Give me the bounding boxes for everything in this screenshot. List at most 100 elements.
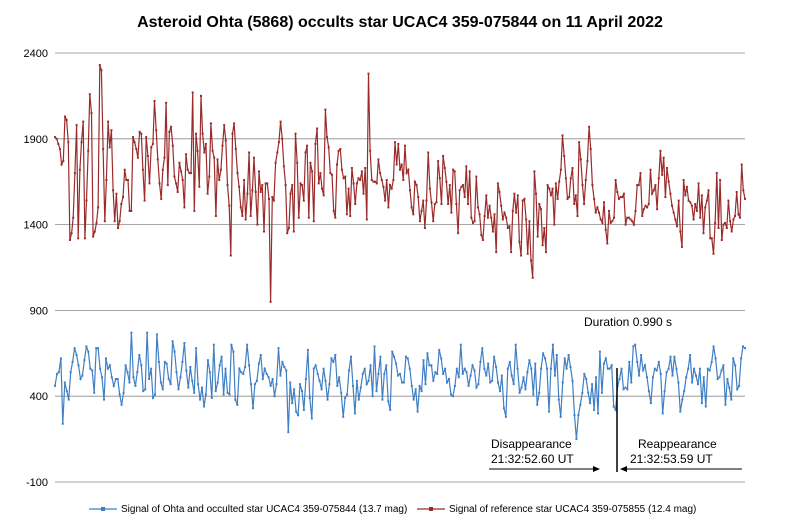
data-point-occulted-star (136, 371, 139, 374)
data-point-reference-star (92, 235, 95, 238)
data-point-reference-star (107, 120, 110, 123)
data-point-reference-star (214, 215, 217, 217)
data-point-reference-star (412, 213, 415, 216)
data-point-reference-star (100, 69, 103, 72)
data-point-occulted-star (671, 374, 674, 377)
data-point-occulted-star (232, 350, 235, 353)
data-point-reference-star (722, 223, 725, 226)
data-point-occulted-star (502, 407, 505, 410)
data-point-reference-star (153, 100, 156, 102)
data-point-reference-star (742, 189, 745, 192)
data-point-reference-star (644, 204, 647, 207)
data-point-reference-star (493, 213, 496, 216)
data-point-occulted-star (159, 381, 162, 384)
legend-entry-occulted-star: Signal of Ohta and occulted star UCAC4 3… (89, 504, 407, 515)
data-point-reference-star (350, 167, 353, 169)
data-point-occulted-star (165, 362, 168, 365)
data-point-occulted-star (173, 350, 176, 353)
data-point-reference-star (282, 165, 285, 168)
data-point-reference-star (558, 180, 561, 183)
data-point-reference-star (546, 184, 549, 187)
data-point-occulted-star (649, 402, 652, 405)
data-point-occulted-star (338, 376, 341, 379)
data-point-reference-star (286, 232, 289, 235)
data-point-occulted-star (63, 381, 66, 384)
data-point-occulted-star (87, 350, 90, 353)
data-point-reference-star (200, 94, 202, 97)
data-point-reference-star (332, 209, 335, 212)
data-point-occulted-star (122, 391, 125, 394)
data-point-occulted-star (483, 367, 486, 370)
data-point-occulted-star (485, 374, 488, 377)
data-point-reference-star (581, 184, 584, 187)
data-point-reference-star (118, 220, 121, 223)
data-point-occulted-star (606, 367, 609, 370)
data-point-occulted-star (524, 388, 527, 391)
data-point-occulted-star (318, 379, 321, 382)
data-point-occulted-star (291, 402, 294, 405)
data-point-occulted-star (608, 367, 611, 370)
data-point-occulted-star (716, 378, 719, 380)
data-point-reference-star (291, 184, 294, 187)
data-point-reference-star (306, 144, 309, 147)
data-point-occulted-star (124, 364, 127, 367)
data-point-occulted-star (118, 393, 121, 396)
data-point-occulted-star (128, 381, 131, 384)
data-point-occulted-star (628, 360, 631, 363)
data-point-reference-star (173, 175, 176, 178)
data-point-reference-star (551, 187, 554, 190)
data-point-occulted-star (583, 372, 586, 375)
data-point-occulted-star (391, 350, 394, 353)
data-point-reference-star (78, 168, 81, 171)
data-point-reference-star (549, 194, 552, 197)
data-point-reference-star (151, 142, 154, 145)
data-point-occulted-star (667, 367, 670, 370)
data-point-occulted-star (385, 364, 388, 367)
data-point-reference-star (133, 141, 136, 144)
data-point-occulted-star (487, 362, 490, 365)
data-point-reference-star (417, 196, 420, 199)
data-point-reference-star (317, 182, 320, 185)
data-point-occulted-star (473, 369, 476, 372)
data-point-reference-star (510, 251, 513, 254)
data-point-occulted-star (557, 398, 560, 401)
data-point-reference-star (354, 203, 357, 205)
data-point-occulted-star (563, 357, 566, 360)
data-point-reference-star (57, 142, 60, 145)
data-point-reference-star (744, 197, 746, 200)
data-point-occulted-star (281, 360, 284, 363)
data-point-reference-star (60, 163, 63, 166)
data-point-reference-star (606, 242, 609, 245)
data-point-occulted-star (371, 395, 374, 398)
data-point-reference-star (163, 156, 166, 159)
data-point-occulted-star (389, 408, 392, 411)
data-point-reference-star (734, 215, 736, 217)
data-point-reference-star (541, 244, 544, 247)
data-point-occulted-star (657, 360, 660, 363)
data-point-occulted-star (285, 369, 288, 372)
data-point-reference-star (382, 185, 385, 188)
data-point-reference-star (185, 153, 187, 156)
data-point-reference-star (191, 91, 194, 94)
disappearance-label: Disappearance (491, 437, 572, 451)
data-point-occulted-star (693, 367, 695, 370)
data-point-reference-star (281, 137, 284, 140)
data-point-occulted-star (236, 403, 239, 406)
data-point-occulted-star (375, 390, 378, 393)
data-point-occulted-star (448, 378, 450, 380)
data-point-reference-star (259, 191, 262, 193)
data-point-reference-star (410, 206, 413, 209)
data-point-occulted-star (661, 412, 664, 415)
data-point-occulted-star (253, 383, 256, 386)
data-point-reference-star (206, 192, 209, 195)
data-point-occulted-star (695, 374, 697, 377)
y-tick-label: 1400 (24, 220, 48, 232)
data-point-occulted-star (465, 371, 468, 374)
data-point-occulted-star (728, 386, 731, 389)
data-point-reference-star (120, 203, 123, 205)
data-point-reference-star (729, 220, 732, 223)
data-point-occulted-star (148, 378, 151, 380)
data-point-occulted-star (573, 414, 576, 417)
data-point-reference-star (395, 163, 398, 166)
data-point-occulted-star (597, 412, 599, 415)
